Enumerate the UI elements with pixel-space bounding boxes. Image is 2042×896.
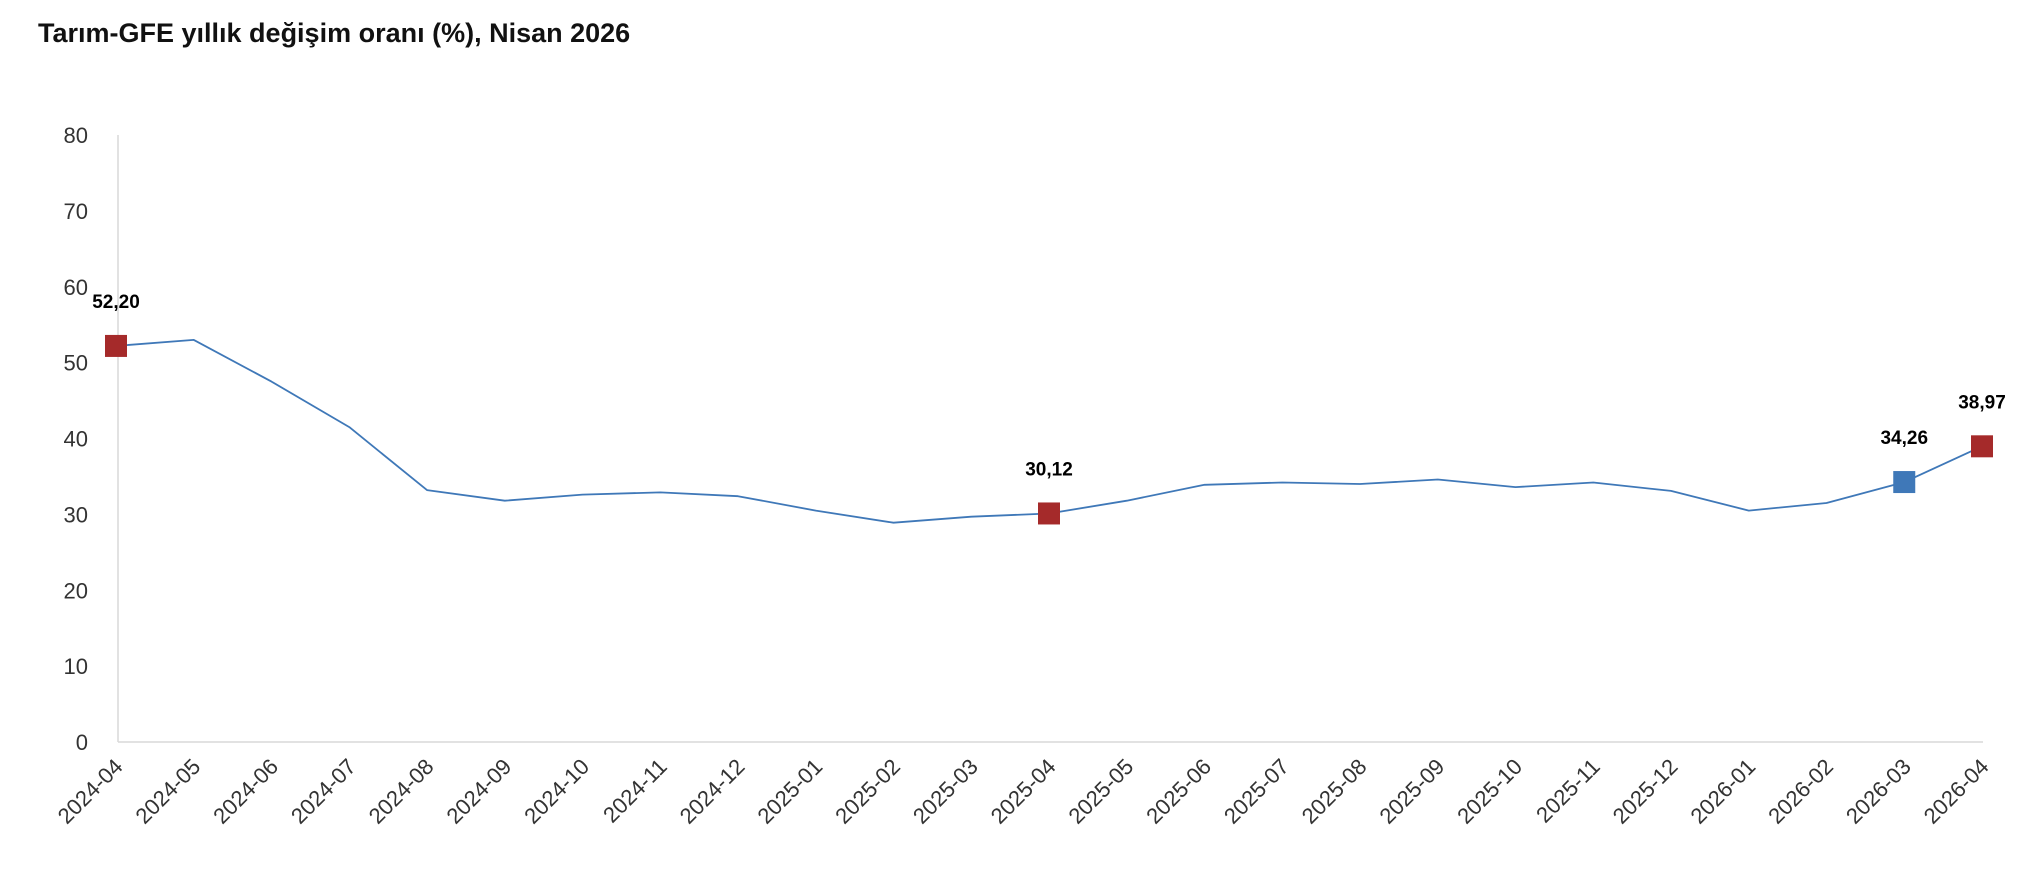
y-tick-labels: 0 10 20 30 40 50 60 70 80 xyxy=(64,123,88,755)
chart-title: Tarım-GFE yıllık değişim oranı (%), Nisa… xyxy=(38,18,631,48)
data-markers xyxy=(105,334,1993,525)
x-tick-label: 2024-10 xyxy=(519,754,594,829)
y-tick-label: 80 xyxy=(64,123,88,148)
x-tick-labels: 2024-04 2024-05 2024-06 2024-07 2024-08 2024-… xyxy=(53,754,1994,829)
x-tick-label: 2025-01 xyxy=(753,754,828,829)
y-tick-label: 50 xyxy=(64,351,88,376)
y-tick-label: 70 xyxy=(64,199,88,224)
x-tick-label: 2024-12 xyxy=(675,754,750,829)
x-tick-label: 2026-04 xyxy=(1919,754,1994,829)
x-tick-label: 2025-05 xyxy=(1064,754,1139,829)
x-tick-label: 2026-03 xyxy=(1841,754,1916,829)
x-tick-label: 2025-11 xyxy=(1531,754,1605,828)
y-tick-label: 10 xyxy=(64,654,88,679)
data-labels: 52,20 30,12 34,26 38,97 xyxy=(92,292,2006,481)
data-label: 52,20 xyxy=(92,292,140,313)
x-tick-label: 2025-12 xyxy=(1608,754,1683,829)
x-tick-label: 2024-08 xyxy=(364,754,439,829)
x-tick-label: 2024-07 xyxy=(286,754,361,829)
data-label: 38,97 xyxy=(1958,392,2006,413)
x-tick-label: 2024-11 xyxy=(598,754,672,828)
highlight-marker xyxy=(105,334,127,357)
highlight-marker xyxy=(1038,502,1060,525)
x-tick-label: 2024-04 xyxy=(53,754,128,829)
x-tick-label: 2026-01 xyxy=(1686,754,1761,829)
x-tick-label: 2026-02 xyxy=(1763,754,1838,829)
y-tick-label: 40 xyxy=(64,427,88,452)
highlight-marker xyxy=(1971,435,1993,458)
x-tick-label: 2025-07 xyxy=(1219,754,1294,829)
highlight-marker xyxy=(1893,471,1916,494)
x-tick-label: 2025-06 xyxy=(1141,754,1216,829)
series-line xyxy=(115,338,1983,524)
x-tick-label: 2025-10 xyxy=(1452,754,1527,829)
y-tick-label: 20 xyxy=(64,578,88,603)
x-tick-label: 2025-02 xyxy=(830,754,905,829)
series-lines xyxy=(115,338,1983,524)
x-tick-label: 2024-05 xyxy=(131,754,206,829)
y-tick-label: 30 xyxy=(64,502,88,527)
data-label: 30,12 xyxy=(1025,459,1073,480)
x-tick-label: 2025-03 xyxy=(908,754,983,829)
x-tick-label: 2025-04 xyxy=(986,754,1061,829)
x-tick-label: 2025-09 xyxy=(1375,754,1450,829)
x-tick-label: 2024-06 xyxy=(208,754,283,829)
y-tick-label: 60 xyxy=(64,275,88,300)
data-label: 34,26 xyxy=(1880,428,1928,449)
x-tick-label: 2024-09 xyxy=(442,754,517,829)
y-tick-label: 0 xyxy=(76,730,88,755)
x-tick-label: 2025-08 xyxy=(1297,754,1372,829)
